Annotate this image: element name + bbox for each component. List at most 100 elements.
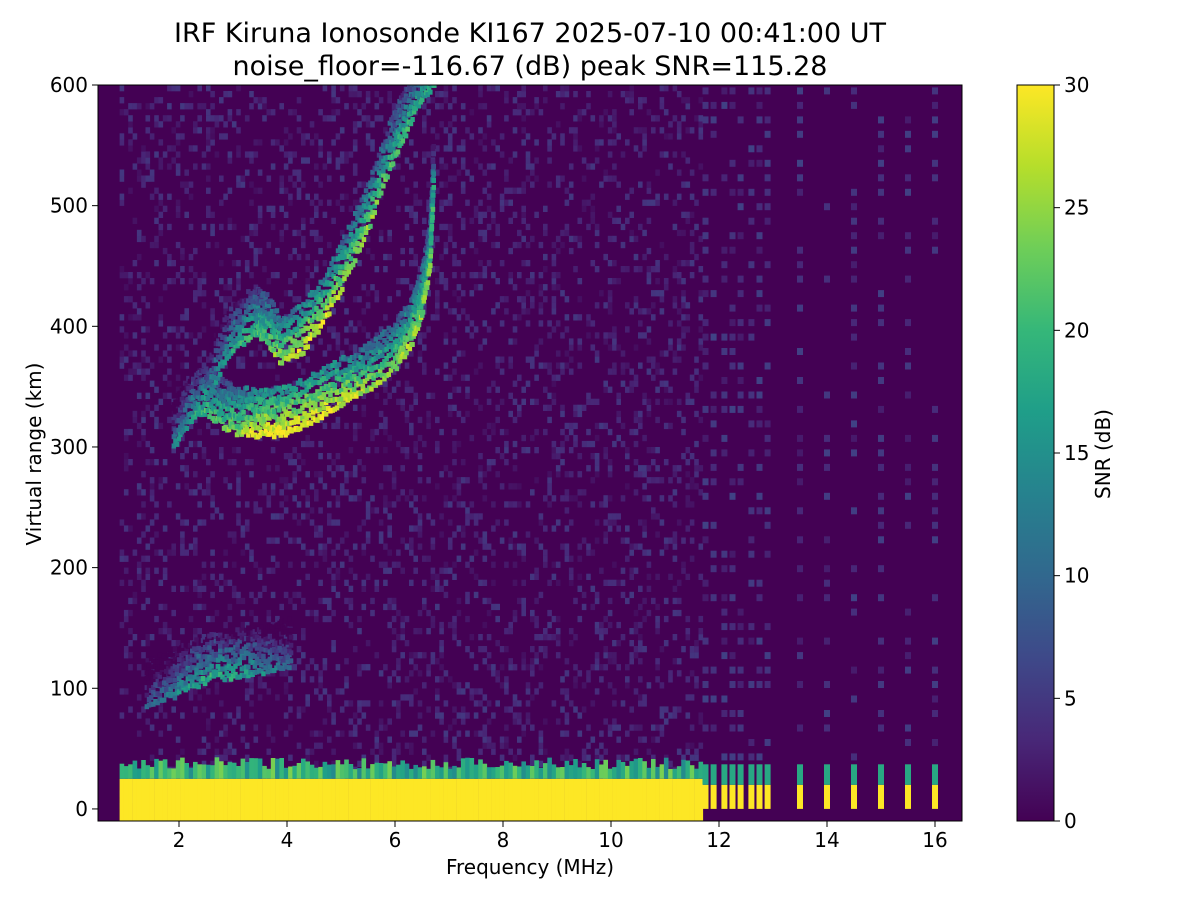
noise-cell <box>646 109 652 116</box>
noise-cell <box>655 465 660 472</box>
noise-cell <box>512 338 518 345</box>
noise-cell <box>378 157 384 164</box>
noise-cell <box>132 634 138 641</box>
noise-cell <box>374 507 380 514</box>
channel-noise <box>764 130 771 138</box>
echo-trace-cell <box>267 664 273 670</box>
noise-cell <box>365 115 371 122</box>
echo-trace-cell <box>217 393 222 399</box>
noise-cell <box>219 585 224 592</box>
ground-echo-cell <box>391 778 397 821</box>
echo-trace-cell <box>168 677 173 683</box>
noise-cell <box>206 85 211 92</box>
noise-cell <box>149 169 155 176</box>
echo-trace-cell <box>144 692 150 698</box>
noise-cell <box>374 736 380 743</box>
ground-echo-cell <box>499 778 505 821</box>
noise-cell <box>525 308 531 315</box>
noise-cell <box>633 724 639 731</box>
ground-echo-cell <box>413 778 418 821</box>
noise-cell <box>184 362 189 369</box>
noise-cell <box>629 308 634 315</box>
noise-cell <box>482 338 488 345</box>
channel-noise <box>737 275 744 283</box>
noise-cell <box>266 609 272 617</box>
noise-cell <box>551 296 557 303</box>
noise-cell <box>210 91 215 98</box>
channel-noise <box>797 652 803 660</box>
noise-cell <box>443 241 449 249</box>
noise-cell <box>128 428 133 436</box>
noise-cell <box>547 621 552 629</box>
noise-cell <box>577 338 583 345</box>
ground-echo-cell <box>586 778 591 821</box>
noise-cell <box>331 115 336 122</box>
noise-cell <box>612 109 617 116</box>
noise-cell <box>201 585 207 592</box>
noise-cell <box>577 314 583 321</box>
noise-cell <box>327 736 332 743</box>
noise-cell <box>331 718 336 725</box>
ground-echo-cell <box>478 778 483 821</box>
noise-cell <box>257 344 263 351</box>
noise-cell <box>257 103 263 110</box>
echo-trace-cell <box>257 399 262 405</box>
noise-cell <box>655 416 660 424</box>
noise-cell <box>456 682 462 689</box>
noise-cell <box>504 459 509 466</box>
channel-noise <box>932 695 938 703</box>
noise-cell <box>197 748 202 755</box>
noise-cell <box>435 308 440 315</box>
noise-cell <box>538 682 544 689</box>
noise-cell <box>651 374 656 381</box>
echo-trace-cell <box>223 389 228 395</box>
noise-cell <box>404 362 410 369</box>
noise-cell <box>482 706 488 713</box>
noise-cell <box>210 561 215 568</box>
noise-cell <box>435 266 440 273</box>
noise-cell <box>309 199 315 206</box>
noise-cell <box>404 676 410 683</box>
noise-cell <box>292 447 297 454</box>
noise-cell <box>534 477 539 484</box>
noise-cell <box>339 688 345 695</box>
noise-cell <box>309 609 315 617</box>
noise-cell <box>521 652 526 659</box>
noise-cell <box>357 615 362 623</box>
echo-trace-cell <box>254 635 260 640</box>
noise-cell <box>521 217 526 224</box>
noise-cell <box>266 465 272 472</box>
channel-noise <box>729 550 736 558</box>
channel-noise <box>878 434 884 442</box>
noise-cell <box>214 736 220 743</box>
noise-cell <box>663 459 669 466</box>
noise-cell <box>439 712 444 719</box>
channel-noise <box>702 101 709 109</box>
noise-cell <box>655 477 660 484</box>
noise-cell <box>231 561 237 568</box>
noise-cell <box>227 187 233 194</box>
noise-cell <box>136 272 142 279</box>
noise-cell <box>486 736 492 743</box>
noise-cell <box>521 211 526 218</box>
noise-cell <box>486 386 492 393</box>
noise-cell <box>594 597 600 605</box>
noise-cell <box>244 742 250 749</box>
noise-cell <box>430 392 436 399</box>
noise-cell <box>136 489 142 496</box>
noise-cell <box>681 428 686 436</box>
channel-noise <box>905 188 911 196</box>
channel-noise <box>721 261 728 269</box>
channel-noise <box>702 246 709 254</box>
noise-cell <box>141 181 146 188</box>
noise-cell <box>141 670 146 677</box>
echo-trace-cell <box>170 652 175 658</box>
noise-cell <box>456 410 462 418</box>
ground-echo-edge <box>171 768 176 779</box>
noise-cell <box>555 561 561 568</box>
noise-cell <box>620 537 626 544</box>
ground-echo-cell <box>361 778 367 821</box>
noise-cell <box>447 235 453 243</box>
noise-cell <box>659 151 665 158</box>
noise-cell <box>439 621 444 629</box>
